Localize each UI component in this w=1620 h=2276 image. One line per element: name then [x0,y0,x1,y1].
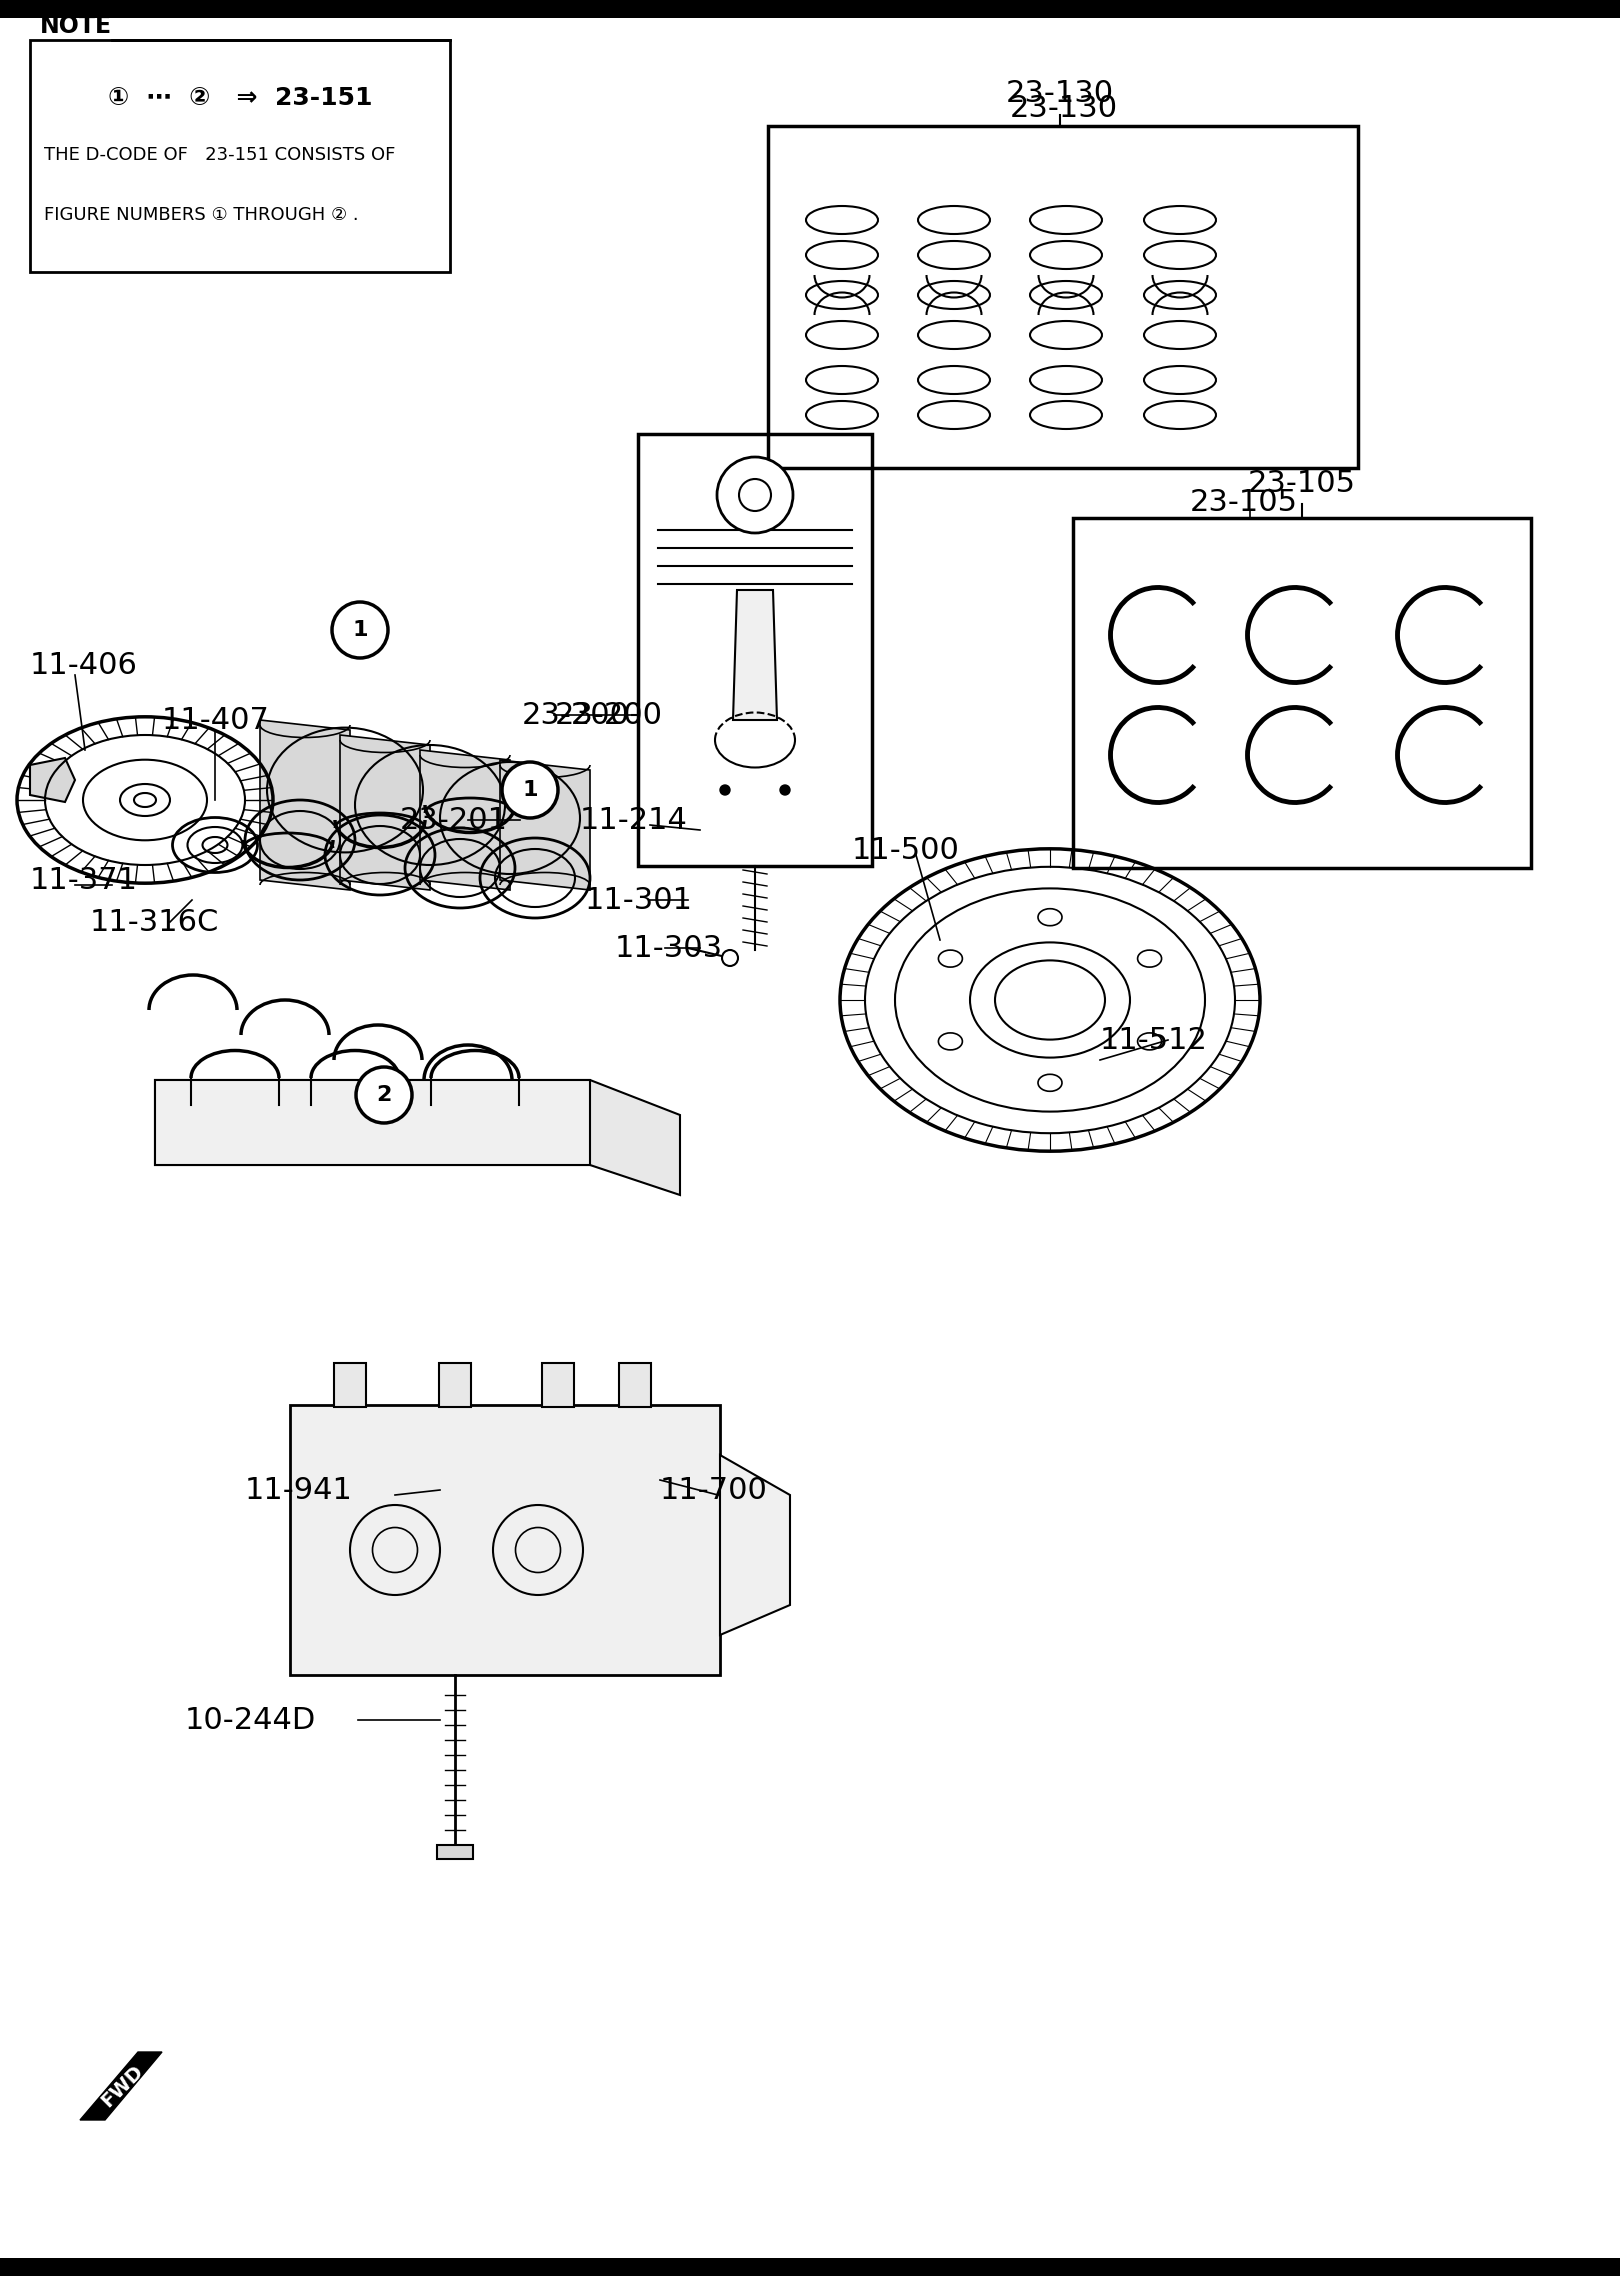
Text: 11-500: 11-500 [852,835,961,865]
Polygon shape [156,1081,680,1195]
Text: 11-301: 11-301 [585,885,693,915]
Circle shape [332,601,389,658]
Text: THE D-CODE OF   23-151 CONSISTS OF: THE D-CODE OF 23-151 CONSISTS OF [44,146,395,164]
Polygon shape [732,589,778,719]
Circle shape [779,785,791,794]
Text: 1: 1 [352,619,368,640]
Polygon shape [340,735,429,890]
Circle shape [739,478,771,512]
Bar [543,1363,573,1407]
Text: 11-371: 11-371 [31,865,138,894]
Polygon shape [259,719,350,890]
Text: ①  ⋯  ②   ⇒  23-151: ① ⋯ ② ⇒ 23-151 [109,86,373,109]
Text: 11-406: 11-406 [31,651,138,681]
Text: 11-407: 11-407 [162,706,271,735]
Polygon shape [79,2053,162,2119]
Text: 2: 2 [376,1086,392,1106]
Bar [31,41,450,273]
Circle shape [719,785,731,794]
Circle shape [718,457,794,533]
Text: 1: 1 [522,781,538,799]
Bar [334,1363,366,1407]
Text: 23-130: 23-130 [1009,93,1118,123]
Bar [0,0,1620,18]
Text: 23-105: 23-105 [1247,469,1356,498]
Polygon shape [31,758,75,801]
Bar [1072,519,1531,867]
Polygon shape [501,760,590,890]
Text: 11-303: 11-303 [616,933,723,963]
Bar [290,1404,719,1675]
Bar [437,1846,473,1859]
Text: 23-200: 23-200 [556,701,663,731]
Bar [619,1363,651,1407]
Text: 23-130: 23-130 [1006,80,1115,107]
Text: 11-941: 11-941 [245,1475,353,1504]
Text: FWD: FWD [97,2062,147,2110]
Polygon shape [719,1454,791,1634]
Circle shape [502,762,557,817]
Bar [768,125,1358,469]
Text: 23-105: 23-105 [1191,487,1298,517]
Text: 23-201: 23-201 [400,806,509,835]
Text: 11-316C: 11-316C [91,908,219,935]
Bar [439,1363,471,1407]
Text: 11-700: 11-700 [659,1475,768,1504]
Text: 23-200: 23-200 [522,701,630,731]
Text: 11-214: 11-214 [580,806,688,835]
Polygon shape [156,1081,590,1165]
Bar [638,435,872,865]
Polygon shape [420,751,510,890]
Bar [0,2258,1620,2276]
Text: 11-512: 11-512 [1100,1026,1209,1054]
Circle shape [356,1067,411,1122]
Text: FIGURE NUMBERS ① THROUGH ② .: FIGURE NUMBERS ① THROUGH ② . [44,207,358,223]
Circle shape [723,949,739,965]
Text: 10-244D: 10-244D [185,1705,316,1734]
Text: NOTE: NOTE [40,14,112,39]
